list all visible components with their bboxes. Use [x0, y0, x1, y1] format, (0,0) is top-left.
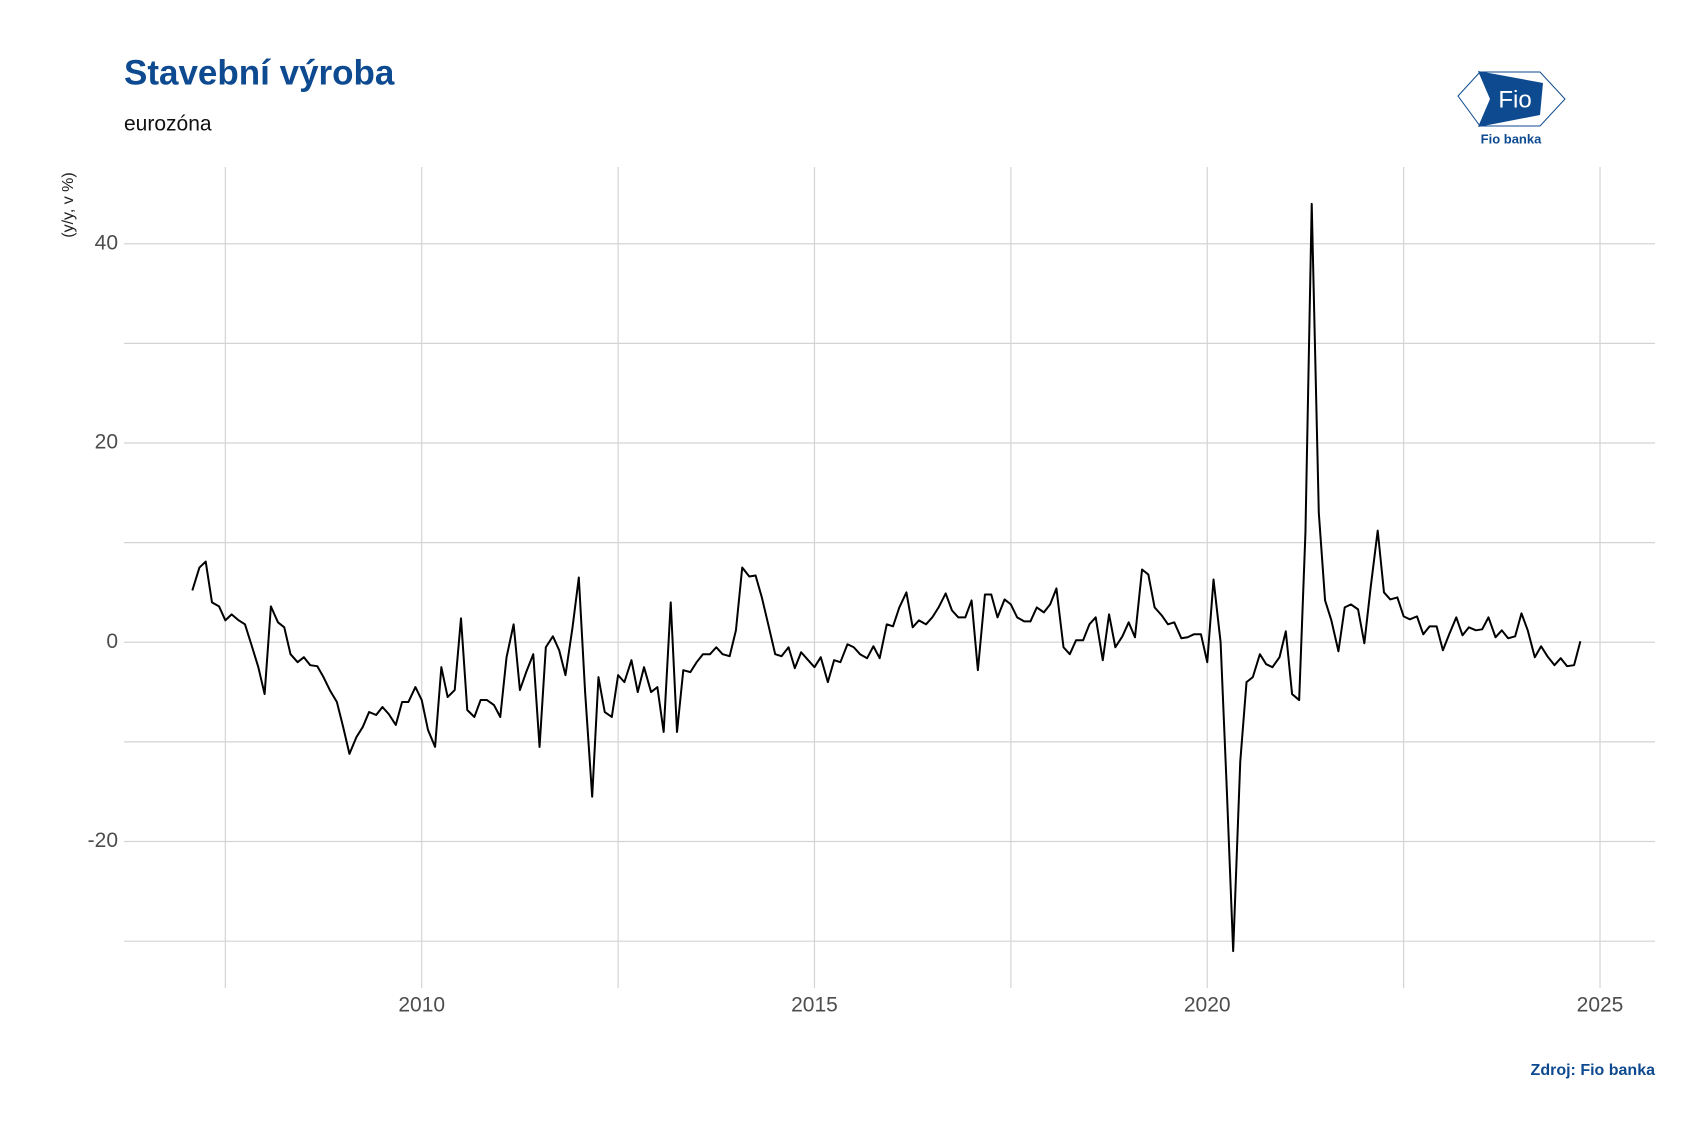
- x-tick-label: 2025: [1577, 994, 1624, 1017]
- series-line: [191, 202, 1582, 953]
- chart-title: Stavební výroba: [124, 53, 395, 92]
- plot: [191, 202, 1582, 953]
- y-axis-label: (y/y, v %): [60, 172, 77, 237]
- logo: Fio Fio banka: [1457, 71, 1566, 146]
- x-tick-label: 2020: [1184, 994, 1231, 1017]
- logo-flag: [1478, 71, 1543, 127]
- chart-subtitle: eurozóna: [124, 113, 212, 136]
- y-tick-label: 20: [95, 431, 118, 454]
- logo-caption: Fio banka: [1481, 131, 1542, 146]
- x-tick-label: 2015: [791, 994, 838, 1017]
- y-tick-label: 0: [106, 630, 118, 653]
- logo-text: Fio: [1498, 86, 1531, 113]
- source-note: Zdroj: Fio banka: [1531, 1062, 1656, 1079]
- y-tick-label: -20: [88, 829, 118, 852]
- y-tick-label: 40: [95, 231, 118, 254]
- x-tick-label: 2010: [398, 994, 445, 1017]
- grid: 2010 2015 2020 2025 -20 0 20 40: [88, 167, 1655, 1017]
